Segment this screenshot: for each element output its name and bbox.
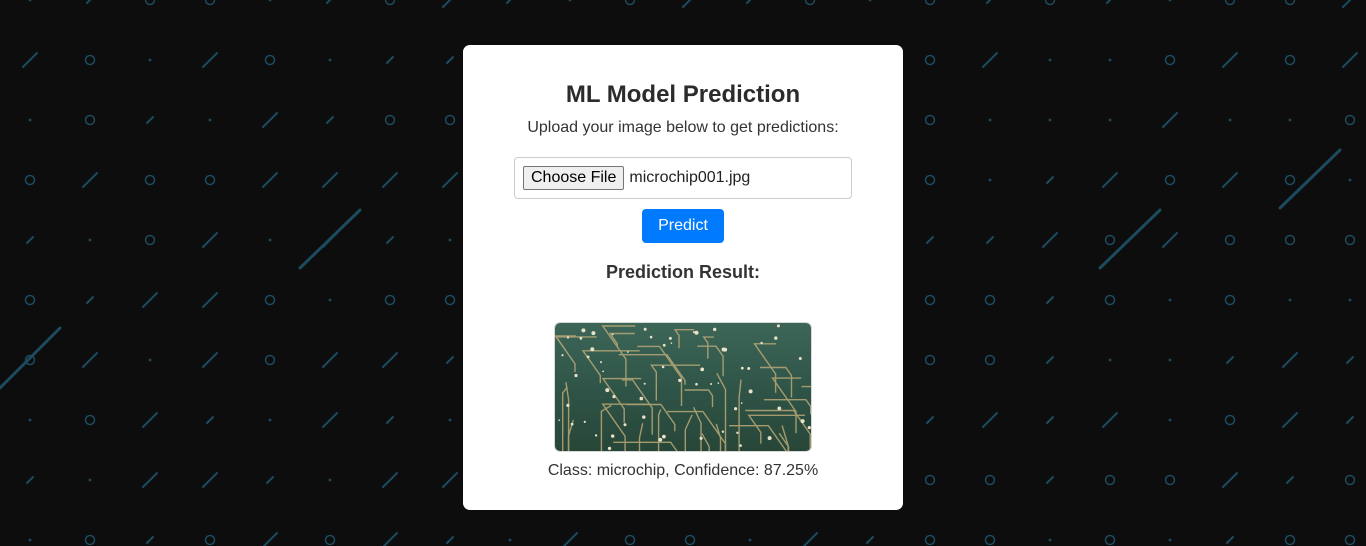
choose-file-button[interactable]: Choose File [523, 166, 625, 190]
prediction-card: ML Model Prediction Upload your image be… [463, 45, 903, 510]
uploaded-image-preview [554, 322, 812, 452]
result-heading: Prediction Result: [605, 262, 761, 282]
upload-instructions: Upload your image below to get predictio… [527, 119, 839, 136]
file-input[interactable]: Choose File microchip001.jpg [514, 157, 852, 199]
circuit-board-image [555, 323, 811, 451]
selected-file-name: microchip001.jpg [629, 169, 751, 186]
predict-button[interactable]: Predict [642, 209, 724, 243]
prediction-result-text: Class: microchip, Confidence: 87.25% [547, 462, 819, 479]
page-title: ML Model Prediction [565, 81, 801, 108]
